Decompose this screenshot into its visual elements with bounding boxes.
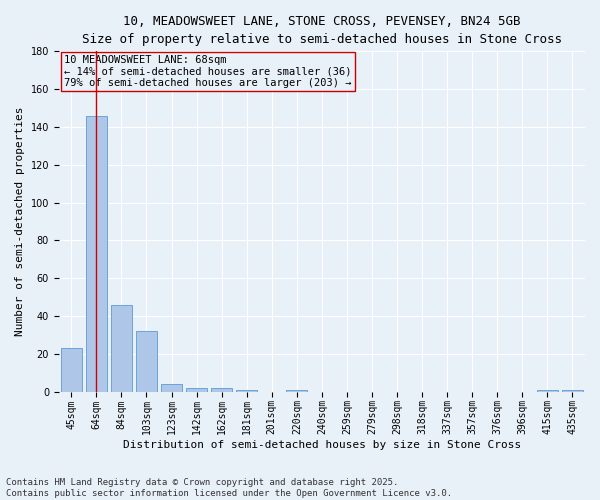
- Bar: [286, 390, 307, 392]
- Title: 10, MEADOWSWEET LANE, STONE CROSS, PEVENSEY, BN24 5GB
Size of property relative : 10, MEADOWSWEET LANE, STONE CROSS, PEVEN…: [82, 15, 562, 46]
- Bar: [136, 331, 157, 392]
- Text: 10 MEADOWSWEET LANE: 68sqm
← 14% of semi-detached houses are smaller (36)
79% of: 10 MEADOWSWEET LANE: 68sqm ← 14% of semi…: [64, 54, 352, 88]
- Bar: [562, 390, 583, 392]
- Bar: [211, 388, 232, 392]
- Bar: [161, 384, 182, 392]
- Y-axis label: Number of semi-detached properties: Number of semi-detached properties: [15, 106, 25, 336]
- Bar: [236, 390, 257, 392]
- Bar: [111, 304, 132, 392]
- Bar: [537, 390, 558, 392]
- X-axis label: Distribution of semi-detached houses by size in Stone Cross: Distribution of semi-detached houses by …: [123, 440, 521, 450]
- Bar: [86, 116, 107, 392]
- Text: Contains HM Land Registry data © Crown copyright and database right 2025.
Contai: Contains HM Land Registry data © Crown c…: [6, 478, 452, 498]
- Bar: [61, 348, 82, 392]
- Bar: [186, 388, 207, 392]
